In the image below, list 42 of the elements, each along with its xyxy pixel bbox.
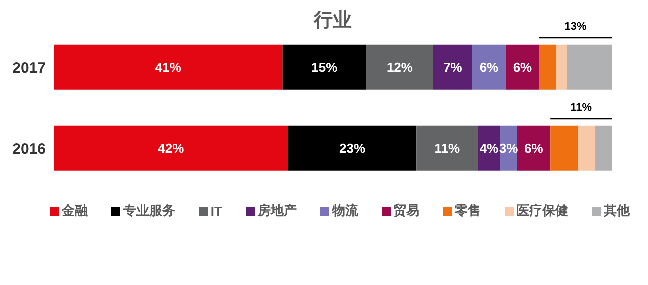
y-tick-label: 2016 <box>12 140 46 158</box>
y-tick-label: 2017 <box>12 60 46 77</box>
data-label: 6% <box>513 60 533 75</box>
bar <box>54 126 288 171</box>
bar <box>567 44 612 90</box>
legend-label: 零售 <box>455 202 482 220</box>
bar <box>595 126 612 171</box>
bar <box>578 126 596 171</box>
annotation: 13% <box>564 20 587 33</box>
bar <box>550 126 579 171</box>
bar <box>366 44 434 90</box>
legend-label: 金融 <box>62 202 88 220</box>
data-label: 6% <box>524 140 544 156</box>
bar <box>472 44 506 90</box>
annotation: 11% <box>570 102 592 114</box>
legend-label: 物流 <box>332 202 358 220</box>
data-label: 23% <box>340 140 366 156</box>
chart-title: 行业 <box>313 10 352 32</box>
data-label: 12% <box>386 60 414 75</box>
data-label: 11% <box>434 140 460 156</box>
bar <box>288 126 417 171</box>
bar <box>539 44 556 90</box>
legend-label: IT <box>210 204 222 218</box>
bar <box>506 44 540 90</box>
bar <box>433 44 472 90</box>
data-label: 4% <box>480 140 500 156</box>
bar <box>282 44 366 90</box>
data-label: 15% <box>312 60 338 75</box>
bar <box>517 126 551 171</box>
legend-label: 其他 <box>604 202 630 220</box>
bar <box>478 126 500 171</box>
legend-label: 医疗保健 <box>516 202 569 220</box>
bar <box>416 126 478 171</box>
data-label: 6% <box>480 60 500 75</box>
legend-label: 专业服务 <box>123 202 176 220</box>
data-label: 42% <box>158 140 185 156</box>
legend-label: 贸易 <box>394 202 420 220</box>
data-label: 7% <box>444 60 463 75</box>
data-label: 41% <box>155 60 182 75</box>
bar <box>556 44 568 90</box>
legend-label: 房地产 <box>258 202 297 220</box>
bar <box>54 44 283 90</box>
